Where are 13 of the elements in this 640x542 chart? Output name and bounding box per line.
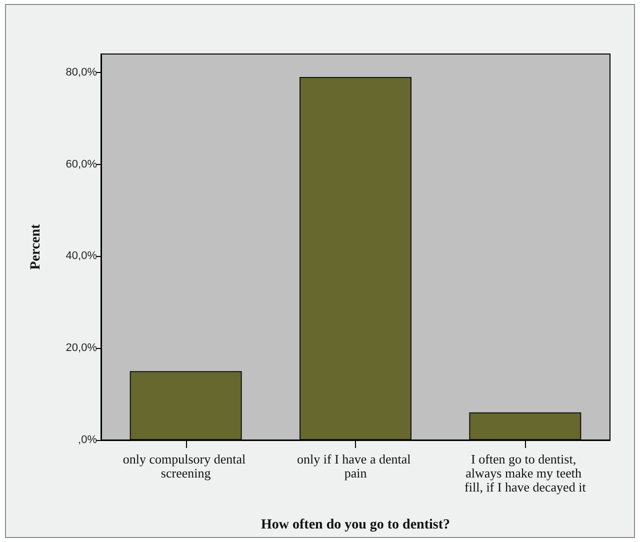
y-tick-label: 40,0% <box>66 250 98 262</box>
x-axis-title: How often do you go to dentist? <box>260 518 450 532</box>
y-axis-title: Percent <box>28 224 44 270</box>
y-tick-label: 60,0% <box>66 158 98 170</box>
y-tick-label: ,0% <box>78 434 98 446</box>
x-tick-label: only compulsory dental screening <box>122 452 249 480</box>
x-tick-label: only if I have a dental pain <box>297 452 414 480</box>
x-tick-label: I often go to dentist, always make my teeth fill, if I have decayed it <box>464 452 586 494</box>
y-tick-label: 20,0% <box>66 342 98 354</box>
y-tick-label: 80,0% <box>66 66 98 78</box>
bar <box>300 76 412 440</box>
bar <box>130 371 242 440</box>
bar <box>469 412 582 440</box>
